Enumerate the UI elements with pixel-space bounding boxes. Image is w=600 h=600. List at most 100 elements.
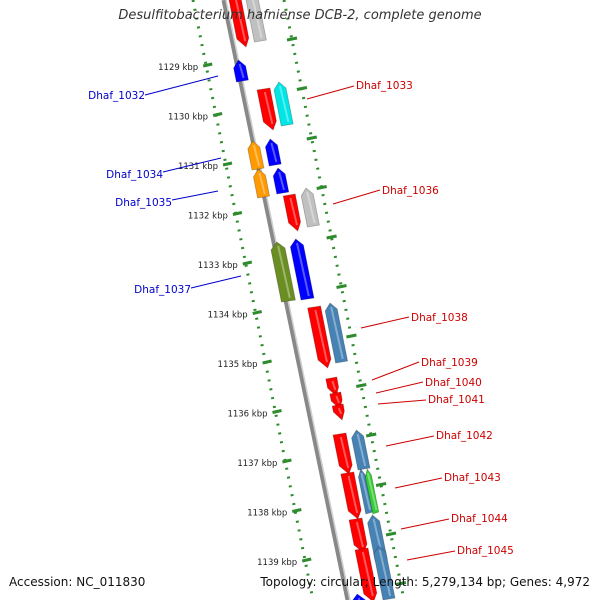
kbp-label: 1137 kbp: [237, 459, 277, 469]
outer-tick: [296, 86, 308, 91]
kbp-tick: [301, 557, 312, 563]
outer-tick: [356, 383, 367, 388]
gene-leader-line: [190, 275, 242, 289]
accession-text: Accession: NC_011830: [9, 575, 146, 589]
page-title: Desulfitobacterium hafniense DCB-2, comp…: [118, 8, 482, 23]
gene-block: [351, 429, 371, 471]
gene-label: Dhaf_1038: [411, 312, 468, 324]
gene-block: [364, 468, 380, 515]
gene-label: Dhaf_1032: [88, 90, 145, 102]
gene-block: [373, 545, 396, 600]
gene-block: [325, 376, 340, 397]
gene-shine: [339, 436, 350, 469]
kbp-label: 1131 kbp: [178, 162, 218, 172]
gene-shine: [306, 191, 316, 224]
gene-shine: [263, 91, 274, 125]
gene-leader-line: [377, 399, 427, 405]
gene-shine: [337, 407, 343, 415]
gene-block: [233, 59, 249, 83]
gene-shine: [279, 85, 290, 123]
gene-block: [245, 0, 267, 43]
gene-shine: [289, 197, 298, 226]
genome-summary-text: Topology: circular; Length: 5,279,134 bp…: [260, 575, 590, 589]
gene-leader-line: [385, 435, 435, 447]
kbp-label: 1132 kbp: [188, 212, 228, 222]
gene-leader-line: [394, 477, 443, 489]
gene-shine: [360, 472, 371, 511]
gene-leader-line: [406, 550, 456, 561]
kbp-tick: [291, 508, 302, 513]
outer-tick: [336, 284, 347, 289]
outer-tick: [385, 531, 397, 537]
gene-shine: [278, 171, 285, 191]
kbp-label: 1135 kbp: [218, 360, 258, 370]
gene-shine: [356, 433, 367, 467]
kbp-label: 1130 kbp: [168, 113, 208, 123]
gene-shine: [258, 172, 266, 195]
gene-shine: [355, 521, 364, 548]
gene-block: [352, 593, 366, 600]
gene-shine: [357, 597, 361, 600]
gene-leader-line: [306, 85, 355, 100]
gene-leader-line: [144, 75, 219, 96]
gene-label: Dhaf_1034: [106, 169, 163, 181]
gene-block: [331, 403, 345, 421]
gene-label: Dhaf_1040: [425, 377, 482, 389]
gene-block: [340, 471, 362, 520]
kbp-tick: [272, 409, 282, 414]
gene-block: [289, 238, 315, 301]
gene-shine: [296, 242, 310, 297]
kbp-tick: [202, 62, 213, 68]
gene-shine: [270, 142, 278, 163]
gene-label: Dhaf_1039: [421, 357, 478, 369]
gene-leader-line: [400, 518, 450, 530]
kbp-label: 1129 kbp: [158, 63, 198, 73]
gene-block: [354, 547, 378, 600]
gene-label: Dhaf_1035: [115, 197, 172, 209]
kbp-label: 1138 kbp: [247, 509, 287, 519]
gene-shine: [252, 144, 261, 167]
kbp-label: 1136 kbp: [227, 410, 267, 420]
gene-shine: [361, 551, 374, 597]
gene-leader-line: [332, 189, 381, 205]
kbp-label: 1134 kbp: [208, 311, 248, 321]
kbp-tick: [222, 161, 233, 167]
gene-shine: [251, 0, 263, 39]
gene-block: [273, 81, 294, 127]
gene-block: [256, 87, 277, 131]
kbp-label: 1139 kbp: [257, 558, 297, 568]
kbp-tick: [282, 458, 292, 464]
outer-tick: [375, 482, 387, 487]
gene-label: Dhaf_1045: [457, 545, 514, 557]
gene-leader-line: [360, 316, 410, 329]
gene-block: [300, 187, 320, 228]
gene-shine: [366, 472, 378, 511]
gene-label: Dhaf_1044: [451, 513, 508, 525]
kbp-tick: [252, 310, 263, 315]
gene-block: [247, 140, 265, 171]
kbp-tick: [242, 260, 253, 266]
outer-tick: [365, 432, 377, 438]
gene-block: [270, 241, 296, 303]
gene-leader-line: [171, 190, 219, 201]
kbp-tick: [212, 112, 223, 117]
outer-tick: [306, 135, 318, 141]
outer-tick: [395, 581, 407, 586]
gene-shine: [314, 309, 328, 363]
gene-shine: [330, 306, 344, 360]
gene-block: [272, 167, 290, 195]
gene-shine: [234, 0, 247, 42]
gene-block: [282, 193, 302, 232]
kbp-label: 1133 kbp: [198, 261, 238, 271]
gene-block: [252, 168, 271, 199]
gene-shine: [378, 549, 392, 597]
gene-leader-line: [371, 361, 420, 381]
gene-shine: [277, 245, 291, 299]
gene-label: Dhaf_1043: [444, 472, 501, 484]
outer-tick: [346, 333, 357, 339]
gene-block: [324, 302, 349, 364]
kbp-tick: [262, 359, 272, 365]
gene-label: Dhaf_1036: [382, 185, 439, 197]
